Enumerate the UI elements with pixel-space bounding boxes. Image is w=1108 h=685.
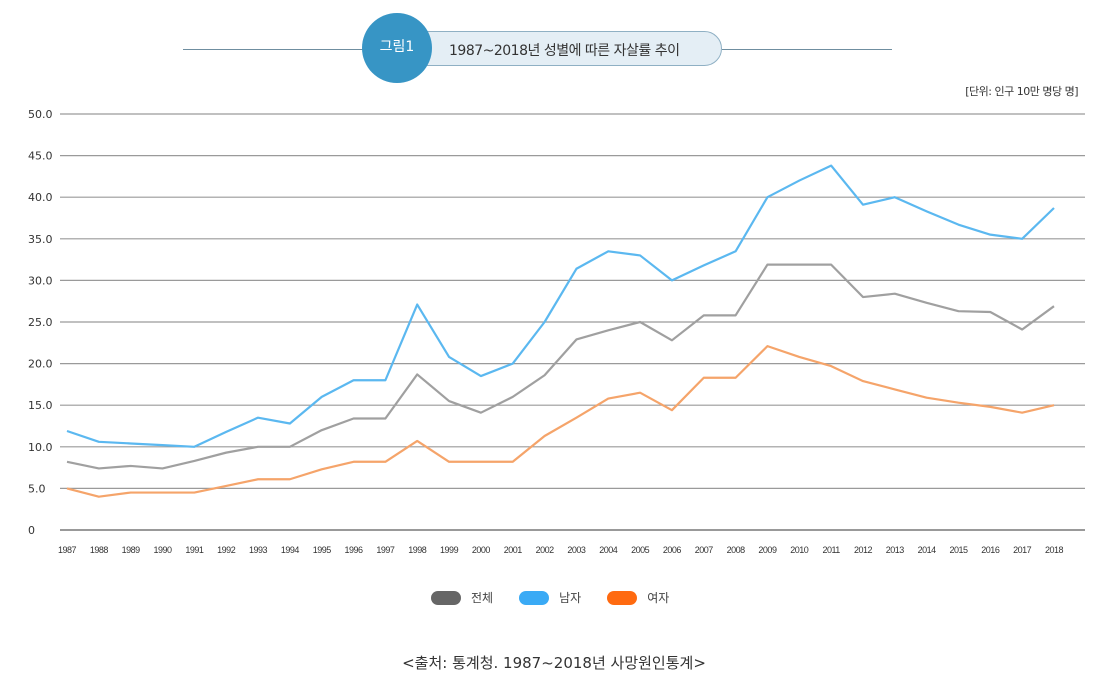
y-tick-label: 0 — [28, 524, 35, 537]
x-tick-label: 2009 — [758, 545, 777, 555]
y-tick-label: 50.0 — [28, 108, 53, 121]
x-tick-label: 2007 — [695, 545, 714, 555]
legend-swatch — [519, 590, 550, 605]
x-tick-label: 2011 — [822, 545, 840, 555]
y-tick-label: 35.0 — [28, 233, 53, 246]
x-tick-label: 1995 — [313, 545, 332, 555]
legend: 전체 남자 여자 — [431, 589, 669, 606]
x-tick-label: 1997 — [376, 545, 395, 555]
x-tick-label: 1992 — [217, 545, 236, 555]
y-tick-label: 15.0 — [28, 399, 53, 412]
legend-item-female: 여자 — [607, 589, 669, 606]
x-tick-label: 2004 — [599, 545, 618, 555]
source-note: <출처: 통계청. 1987~2018년 사망원인통계> — [402, 654, 706, 672]
x-tick-label: 1991 — [185, 545, 204, 555]
series-line-1 — [66, 164, 1055, 448]
x-tick-label: 2003 — [567, 545, 586, 555]
y-tick-label: 25.0 — [28, 316, 53, 329]
x-tick-label: 2015 — [949, 545, 968, 555]
x-tick-label: 2014 — [918, 545, 937, 555]
x-tick-label: 1989 — [122, 545, 141, 555]
x-tick-label: 1988 — [90, 545, 109, 555]
figure-title: 1987~2018년 성별에 따른 자살률 추이 — [449, 43, 680, 59]
series-line-2 — [66, 345, 1055, 498]
x-tick-label: 2006 — [663, 545, 682, 555]
x-tick-label: 2008 — [727, 545, 746, 555]
x-tick-label: 1998 — [408, 545, 427, 555]
x-tick-label: 1993 — [249, 545, 268, 555]
x-tick-label: 2017 — [1013, 545, 1032, 555]
x-tick-label: 2012 — [854, 545, 873, 555]
x-tick-label: 2010 — [790, 545, 809, 555]
x-tick-label: 1996 — [345, 545, 364, 555]
y-tick-label: 20.0 — [28, 358, 53, 371]
unit-label: [단위: 인구 10만 명당 명] — [965, 85, 1078, 98]
x-tick-label: 2013 — [886, 545, 905, 555]
x-tick-label: 2018 — [1045, 545, 1064, 555]
y-tick-label: 10.0 — [28, 441, 53, 454]
legend-swatch — [607, 590, 638, 605]
title-rule-left — [183, 49, 383, 50]
x-tick-label: 1994 — [281, 545, 300, 555]
x-tick-label: 2002 — [536, 545, 555, 555]
line-chart: 0 5.0 10.0 15.0 20.0 25.0 30.0 35.0 40.0 45.0 50.0… — [28, 108, 1085, 555]
x-tick-label: 2016 — [981, 545, 1000, 555]
y-tick-label: 5.0 — [28, 482, 46, 495]
x-tick-label: 2001 — [504, 545, 523, 555]
title-rule-right — [722, 49, 892, 50]
x-tick-label: 2005 — [631, 545, 650, 555]
x-tick-label: 1999 — [440, 545, 459, 555]
y-tick-label: 30.0 — [28, 274, 53, 287]
legend-swatch — [431, 590, 461, 605]
legend-item-male: 남자 — [519, 589, 581, 606]
figure-title-box: 1987~2018년 성별에 따른 자살률 추이 — [400, 31, 722, 66]
x-tick-label: 1987 — [58, 545, 77, 555]
series-line-0 — [66, 263, 1055, 470]
y-tick-label: 40.0 — [28, 191, 53, 204]
figure-badge: 그림1 — [362, 13, 432, 83]
legend-item-total: 전체 — [431, 589, 493, 606]
y-tick-label: 45.0 — [28, 150, 53, 163]
x-tick-label: 2000 — [472, 545, 491, 555]
x-tick-label: 1990 — [154, 545, 173, 555]
